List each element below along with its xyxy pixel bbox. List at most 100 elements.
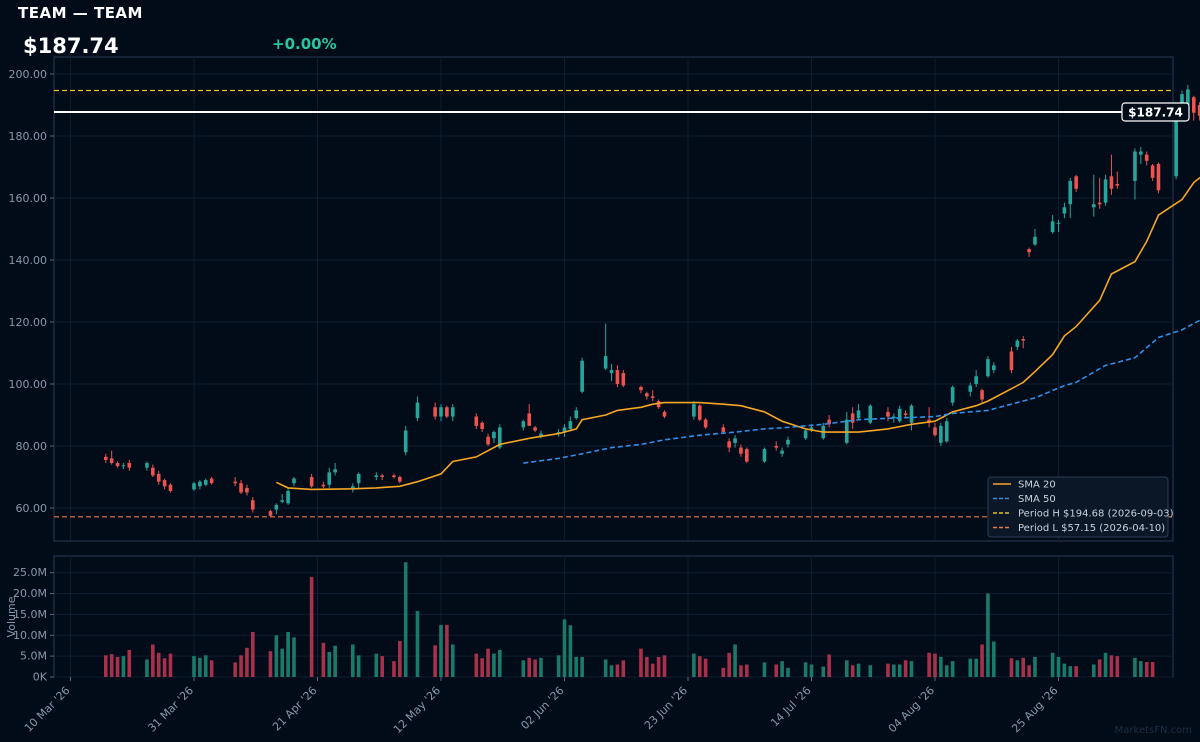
volume-bar: [521, 660, 526, 677]
candle-body: [621, 373, 626, 386]
volume-bar: [1133, 657, 1137, 677]
volume-bar: [739, 665, 743, 677]
watermark: MarketsFN.com: [1114, 725, 1192, 736]
candle-body: [533, 427, 537, 431]
candle-body: [251, 500, 255, 510]
candle-body: [192, 483, 196, 490]
volume-bar: [1103, 652, 1108, 677]
candle-body: [1109, 176, 1114, 189]
volume-bar: [239, 655, 243, 677]
y-tick-label: 60.00: [16, 502, 48, 515]
candle-body: [115, 463, 120, 467]
volume-bar: [650, 663, 655, 677]
volume-bar: [1056, 656, 1061, 677]
volume-bar: [603, 659, 608, 677]
candle-body: [209, 478, 214, 484]
candle-body: [1133, 151, 1137, 181]
volume-bar: [562, 619, 567, 677]
volume-bar: [727, 652, 731, 677]
candle-body: [309, 477, 314, 487]
volume-bar: [774, 664, 779, 677]
volume-bar: [1027, 665, 1031, 677]
candle-body: [645, 393, 649, 397]
volume-bar: [327, 651, 332, 677]
volume-bar: [933, 653, 937, 677]
volume-bar: [156, 652, 161, 677]
volume-bar: [321, 642, 326, 677]
candle-body: [892, 416, 896, 419]
volume-bar: [927, 652, 931, 677]
candle-body: [233, 481, 237, 484]
candle-body: [439, 407, 443, 417]
price-axis: 60.00 80.00 100.00 120.00 140.00 160.00 180.00…: [9, 68, 54, 515]
volume-bar: [374, 653, 379, 677]
candle-body: [292, 478, 296, 484]
candle-body: [568, 421, 573, 429]
volume-bar: [498, 649, 502, 677]
candle-body: [980, 390, 984, 400]
volume-bar: [909, 661, 914, 677]
candle-body: [268, 511, 273, 516]
volume-bar: [286, 631, 290, 677]
candle-body: [774, 446, 779, 448]
candle-body: [1191, 97, 1196, 113]
volume-bar: [621, 660, 626, 677]
volume-bar: [697, 656, 702, 677]
volume-bar: [333, 645, 337, 677]
volume-tick-label: 0K: [33, 671, 48, 684]
volume-bar: [445, 624, 449, 677]
volume-bar: [992, 641, 996, 677]
candle-body: [162, 480, 167, 487]
candle-body: [739, 447, 743, 454]
volume-bar: [251, 631, 255, 677]
candle-body: [127, 463, 132, 468]
candle-body: [1015, 340, 1020, 347]
volume-bar: [1109, 655, 1114, 677]
volume-bar: [556, 655, 561, 677]
volume-bar: [856, 663, 861, 677]
volume-bar: [474, 653, 479, 677]
volume-bar: [968, 658, 973, 677]
candle-body: [492, 432, 496, 439]
volume-bar: [574, 656, 579, 677]
candle-body: [968, 385, 973, 392]
volume-bars: [103, 562, 1155, 677]
volume-bar: [662, 655, 667, 677]
volume-bar: [974, 658, 978, 677]
x-tick-label: 02 Jun '26: [518, 684, 566, 732]
volume-bar: [939, 656, 943, 677]
y-tick-label: 80.00: [16, 440, 48, 453]
volume-bar: [439, 624, 443, 677]
volume-bar: [103, 655, 108, 677]
x-tick-label: 25 Aug '26: [1009, 684, 1060, 735]
x-tick-label: 10 Mar '26: [22, 684, 73, 735]
volume-bar: [1150, 661, 1155, 677]
volume-bar: [350, 644, 355, 677]
candle-body: [1150, 165, 1155, 178]
candle-body: [168, 484, 173, 491]
candle-body: [1156, 163, 1161, 191]
price-grid: [54, 57, 1173, 541]
legend-label: Period L $57.15 (2026-04-10): [1018, 523, 1165, 534]
volume-bar: [533, 659, 537, 677]
volume-bar: [486, 648, 490, 677]
last-price-marker: $187.74: [54, 102, 1190, 122]
volume-bar: [986, 593, 990, 677]
volume-bar: [480, 658, 484, 677]
x-tick-label: 23 Jun '26: [642, 684, 690, 732]
volume-bar: [121, 656, 126, 677]
candle-body: [574, 410, 579, 419]
candle-body: [939, 425, 943, 443]
volume-bar: [403, 562, 408, 677]
candle-body: [321, 484, 326, 487]
candle-body: [1062, 207, 1067, 214]
volume-bar: [809, 664, 814, 677]
candle-body: [539, 433, 543, 437]
y-tick-label: 100.00: [9, 378, 48, 391]
candle-body: [844, 419, 849, 443]
candle-body: [562, 427, 567, 433]
volume-bar: [950, 661, 955, 677]
candle-body: [662, 411, 667, 417]
volume-bar: [821, 666, 826, 677]
candle-body: [1068, 180, 1073, 205]
